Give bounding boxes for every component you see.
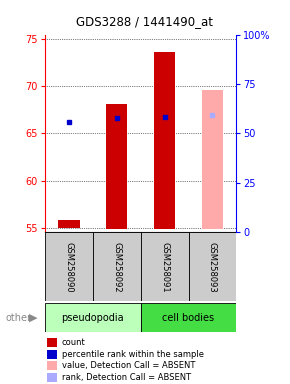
FancyBboxPatch shape [45, 303, 141, 332]
Text: GSM258092: GSM258092 [112, 242, 121, 292]
Text: ▶: ▶ [29, 313, 38, 323]
Text: GSM258090: GSM258090 [64, 242, 73, 292]
Text: cell bodies: cell bodies [162, 313, 215, 323]
Bar [106, 104, 128, 230]
FancyBboxPatch shape [188, 232, 236, 301]
Text: GSM258093: GSM258093 [208, 242, 217, 292]
Text: GSM258091: GSM258091 [160, 242, 169, 292]
Bar [202, 90, 223, 230]
FancyBboxPatch shape [141, 232, 188, 301]
Text: count: count [62, 338, 86, 347]
Bar [47, 361, 57, 370]
Bar [58, 220, 80, 228]
Text: rank, Detection Call = ABSENT: rank, Detection Call = ABSENT [62, 373, 191, 382]
FancyBboxPatch shape [141, 303, 236, 332]
Bar [47, 350, 57, 359]
FancyBboxPatch shape [45, 232, 93, 301]
Bar [154, 53, 175, 230]
Text: pseudopodia: pseudopodia [61, 313, 124, 323]
Text: value, Detection Call = ABSENT: value, Detection Call = ABSENT [62, 361, 195, 370]
Text: other: other [6, 313, 32, 323]
Text: GDS3288 / 1441490_at: GDS3288 / 1441490_at [77, 15, 213, 28]
Text: percentile rank within the sample: percentile rank within the sample [62, 350, 204, 359]
Bar [47, 373, 57, 382]
FancyBboxPatch shape [93, 232, 141, 301]
Bar [47, 338, 57, 347]
